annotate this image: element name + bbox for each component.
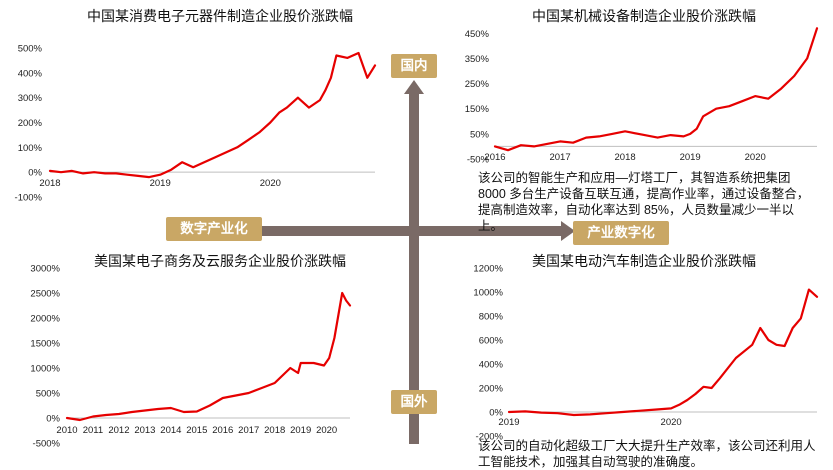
chart-panel-bottom-right: 美国某电动汽车制造企业股价涨跌幅 -200% 0% 200% 400% 600% 800%… <box>455 245 833 443</box>
series-line <box>507 288 819 417</box>
chart-plot: -500% 0% 500% 1000% 1500% 2000% 2500% 3000% 2010… <box>30 264 352 450</box>
chart-title: 美国某电子商务及云服务企业股价涨跌幅 <box>94 253 346 269</box>
x-tick-label: 2014 <box>160 425 181 436</box>
series-line <box>48 51 377 179</box>
tag-digital-industrialization: 数字产业化 <box>166 217 262 241</box>
x-tick-label: 2020 <box>745 152 766 163</box>
x-tick-label: 2015 <box>186 425 207 436</box>
chart-plot: -50% 50% 150% 250% 350% 450% 2016 2017 2018 2019 2… <box>465 27 819 166</box>
x-tick-label: 2018 <box>615 152 636 163</box>
y-tick-label: 3000% <box>30 264 60 275</box>
y-tick-label: 400% <box>18 68 43 79</box>
tag-industrial-digitization: 产业数字化 <box>573 221 669 245</box>
x-tick-label: 2013 <box>134 425 155 436</box>
y-tick-label: 150% <box>465 104 490 115</box>
x-tick-label: 2019 <box>150 178 171 189</box>
y-tick-label: 1000% <box>30 364 60 375</box>
y-tick-label: 100% <box>18 143 43 154</box>
y-tick-label: -500% <box>33 439 61 450</box>
y-tick-label: 800% <box>479 312 504 323</box>
chart-title: 美国某电动汽车制造企业股价涨跌幅 <box>532 253 756 269</box>
vertical-arrow-head <box>404 80 424 94</box>
horizontal-arrow-shaft <box>255 226 561 236</box>
y-tick-label: 0% <box>46 414 60 425</box>
tag-overseas: 国外 <box>391 390 437 414</box>
x-tick-label: 2019 <box>290 425 311 436</box>
tag-domestic: 国内 <box>391 54 437 78</box>
y-tick-label: 400% <box>479 360 504 371</box>
series-line <box>65 291 352 422</box>
x-tick-label: 2017 <box>549 152 570 163</box>
y-tick-label: -100% <box>15 193 43 204</box>
y-tick-label: 500% <box>18 44 43 55</box>
y-tick-label: 250% <box>465 79 490 90</box>
y-tick-label: 0% <box>28 168 42 179</box>
y-tick-label: -200% <box>476 432 504 443</box>
y-tick-label: -50% <box>467 155 490 166</box>
note-top-right: 该公司的智能生产和应用—灯塔工厂，其智造系统把集团 8000 多台生产设备互联互… <box>478 171 810 233</box>
x-tick-label: 2017 <box>238 425 259 436</box>
note-bottom-right: 该公司的自动化超级工厂大大提升生产效率，该公司还利用人工智能技术，加强其自动驾驶… <box>478 439 816 469</box>
chart-title: 中国某机械设备制造企业股价涨跌幅 <box>532 8 756 24</box>
y-tick-label: 300% <box>18 93 43 104</box>
x-tick-label: 2012 <box>108 425 129 436</box>
y-tick-label: 200% <box>18 118 43 129</box>
x-tick-label: 2016 <box>484 152 505 163</box>
y-tick-label: 1200% <box>473 264 503 275</box>
y-tick-label: 2500% <box>30 289 60 300</box>
y-tick-label: 0% <box>489 408 503 419</box>
chart-title: 中国某消费电子元器件制造企业股价涨跌幅 <box>87 8 353 24</box>
x-tick-label: 2020 <box>316 425 337 436</box>
y-tick-label: 2000% <box>30 314 60 325</box>
y-tick-label: 50% <box>470 129 490 140</box>
x-tick-label: 2018 <box>39 178 60 189</box>
x-tick-label: 2016 <box>212 425 233 436</box>
horizontal-arrow-head <box>561 221 575 241</box>
y-tick-label: 350% <box>465 54 490 65</box>
x-tick-label: 2019 <box>680 152 701 163</box>
chart-panel-top-left: 中国某消费电子元器件制造企业股价涨跌幅 -100% 0% 100% 200% 300% 4… <box>0 0 400 215</box>
y-tick-label: 500% <box>36 389 61 400</box>
x-tick-label: 2019 <box>498 417 519 428</box>
y-tick-label: 450% <box>465 29 490 40</box>
y-tick-label: 1500% <box>30 339 60 350</box>
y-tick-label: 200% <box>479 384 504 395</box>
x-tick-label: 2018 <box>264 425 285 436</box>
chart-plot: -200% 0% 200% 400% 600% 800% 1000% 1200% 2019 202… <box>473 264 819 443</box>
x-tick-label: 2020 <box>661 417 682 428</box>
y-tick-label: 600% <box>479 336 504 347</box>
x-tick-label: 2011 <box>83 425 103 436</box>
x-tick-label: 2020 <box>260 178 281 189</box>
y-tick-label: 1000% <box>473 288 503 299</box>
series-line <box>493 27 819 152</box>
chart-plot: -100% 0% 100% 200% 300% 400% 500% 2018 2019 2020 <box>15 44 377 204</box>
chart-panel-bottom-left: 美国某电子商务及云服务企业股价涨跌幅 -500% 0% 500% 1000% 1500%… <box>0 245 400 470</box>
vertical-arrow-shaft <box>409 94 419 444</box>
chart-panel-top-right: 中国某机械设备制造企业股价涨跌幅 -50% 50% 150% 250% 350% 450%… <box>455 0 833 170</box>
x-tick-label: 2010 <box>56 425 77 436</box>
